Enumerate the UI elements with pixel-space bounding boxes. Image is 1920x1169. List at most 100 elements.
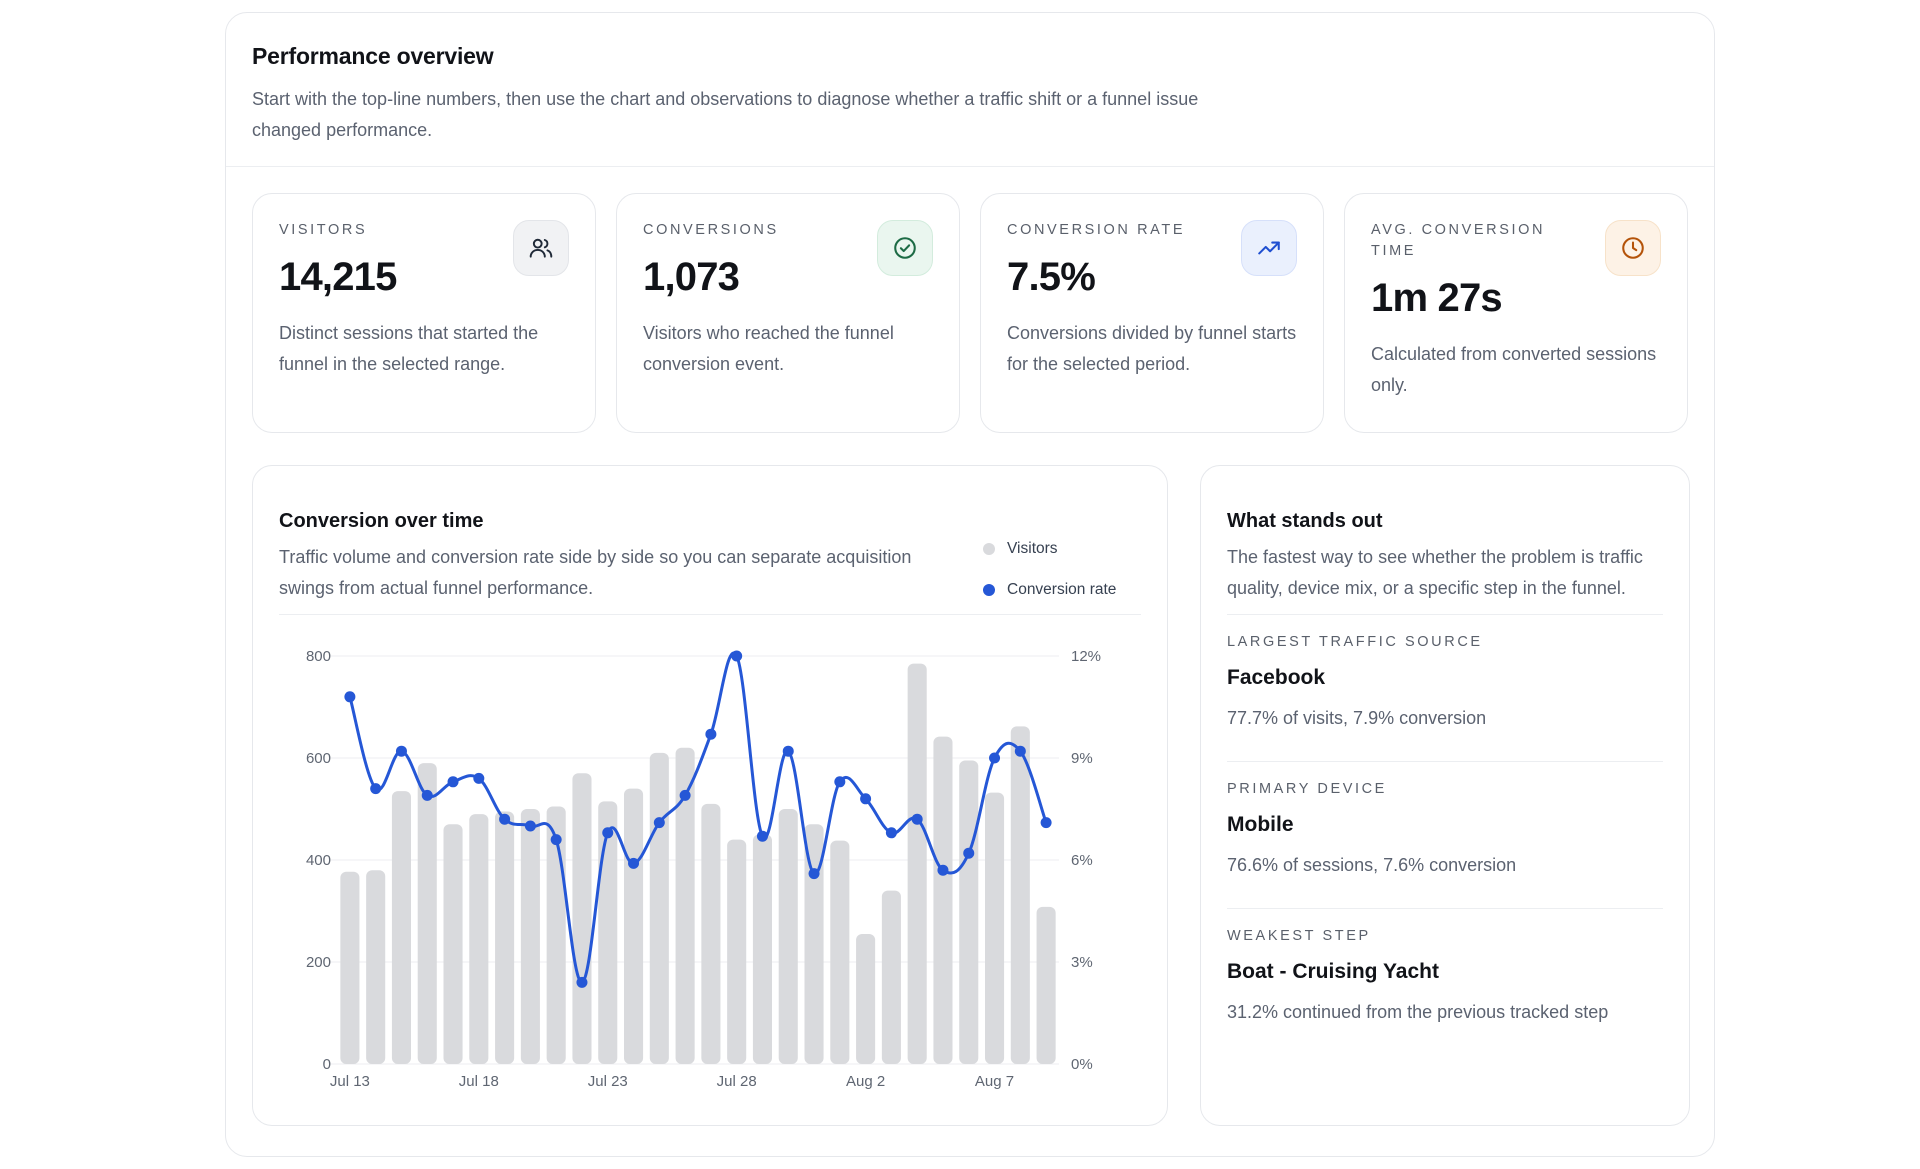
kpi-description: Conversions divided by funnel starts for… [1007,323,1297,374]
bar [675,747,695,1064]
conversion-rate-point [782,745,794,757]
what-stands-out-card: What stands out The fastest way to see w… [1200,465,1690,1126]
conversion-chart: 800 12% 600 9% 400 6% 200 3% 0 0% Jul 13 Jul 18 Jul … [306,648,1101,1090]
conversion-rate-point [860,793,872,805]
divider [1227,908,1663,909]
kpi-value: 1m 27s [1371,276,1503,320]
divider [279,614,1141,615]
y-right-tick-label: 0% [1071,1056,1093,1073]
x-tick-label: Aug 7 [975,1073,1014,1090]
bar [572,773,592,1064]
y-left-tick-label: 200 [306,954,331,971]
observation-detail: 76.6% of sessions, 7.6% conversion [1227,855,1517,875]
side-title: What stands out [1227,510,1383,532]
bar [469,814,489,1064]
conversion-rate-point [395,745,407,757]
x-tick-label: Jul 13 [330,1073,370,1090]
bar [443,824,463,1064]
kpi-description: Visitors who reached the funnel conversi… [643,323,894,374]
observation-value: Mobile [1227,813,1294,836]
observation-label: Primary device [1227,781,1387,797]
conversion-rate-point [447,776,459,788]
observation-primary-device: Primary device Mobile 76.6% of sessions,… [1227,781,1516,876]
observation-label: Weakest step [1227,928,1371,944]
x-tick-label: Jul 23 [588,1073,628,1090]
kpi-card-avg-conversion-time: Avg. conversion time 1m 27s Calculated f… [1344,193,1688,433]
conversion-rate-point [653,817,665,829]
conversion-rate-point [602,827,614,839]
conversion-rate-point [885,827,897,839]
conversion-rate-point [989,752,1001,764]
conversion-rate-point [344,691,356,703]
y-left-tick-label: 600 [306,750,331,767]
side-description: The fastest way to see whether the probl… [1227,547,1643,598]
conversion-rate-point [370,783,382,795]
performance-overview-panel: Performance overview Start with the top-… [225,12,1715,1157]
x-tick-label: Jul 28 [717,1073,757,1090]
bar [727,839,747,1064]
conversion-rate-point [911,813,923,825]
y-left-tick-label: 0 [323,1056,331,1073]
bar [830,840,850,1064]
conversion-rate-point [1040,817,1052,829]
observation-traffic-source: Largest traffic source Facebook 77.7% of… [1227,634,1486,729]
bar [1010,726,1030,1064]
legend-label: Visitors [1007,539,1058,557]
conversion-rate-point [705,728,717,740]
conversion-rate-point [937,864,949,876]
legend-swatch [983,583,995,596]
conversion-rate-point [499,813,511,825]
chart-description: Traffic volume and conversion rate side … [279,547,912,598]
kpi-description: Distinct sessions that started the funne… [279,323,539,374]
bar [984,792,1005,1064]
kpi-label: Avg. conversion time [1371,222,1546,259]
y-right-tick-label: 9% [1071,750,1093,767]
bar [520,809,540,1064]
conversion-rate-point [808,868,820,880]
bar [1036,906,1056,1064]
users-icon [513,220,569,276]
bar [933,736,953,1064]
x-tick-label: Aug 2 [846,1073,885,1090]
y-left-tick-label: 800 [306,648,331,665]
kpi-row: Visitors 14,215 Distinct sessions that s… [252,193,1688,433]
chart-title: Conversion over time [279,510,484,532]
bar [417,763,437,1064]
legend-label: Conversion rate [1007,580,1117,598]
divider [1227,761,1663,762]
kpi-card-conversion-rate: Conversion rate 7.5% Conversions divided… [980,193,1324,433]
bar [752,834,773,1064]
kpi-value: 7.5% [1007,255,1096,299]
bar [340,871,360,1064]
y-right-tick-label: 6% [1071,852,1093,869]
divider [1227,614,1663,615]
kpi-value: 1,073 [643,255,740,299]
kpi-label: Conversion rate [1007,222,1186,238]
kpi-card-visitors: Visitors 14,215 Distinct sessions that s… [252,193,596,433]
legend-item-conversion-rate[interactable]: Conversion rate [983,569,1116,610]
bar [804,824,824,1064]
kpi-value: 14,215 [279,255,397,299]
observation-label: Largest traffic source [1227,634,1483,650]
bar [778,809,798,1064]
bar [881,890,901,1064]
conversion-rate-point [731,650,743,662]
check-circle-icon [877,220,933,276]
observation-detail: 31.2% continued from the previous tracke… [1227,1002,1609,1022]
conversion-rate-point [550,834,562,846]
legend-item-visitors[interactable]: Visitors [983,528,1116,569]
bar [623,788,644,1064]
y-right-tick-label: 12% [1071,648,1101,665]
bar [366,870,386,1064]
bar [701,803,721,1064]
kpi-label: Visitors [279,222,368,238]
conversion-rate-point [576,976,588,988]
conversion-rate-point [679,789,691,801]
observation-value: Boat - Cruising Yacht [1227,960,1439,983]
kpi-label: Conversions [643,222,779,238]
chart-legend: Visitors Conversion rate [983,528,1116,610]
y-right-tick-label: 3% [1071,954,1093,971]
conversion-rate-point [1014,745,1026,757]
observation-weakest-step: Weakest step Boat - Cruising Yacht 31.2%… [1227,928,1608,1023]
page-title: Performance overview [252,43,494,69]
